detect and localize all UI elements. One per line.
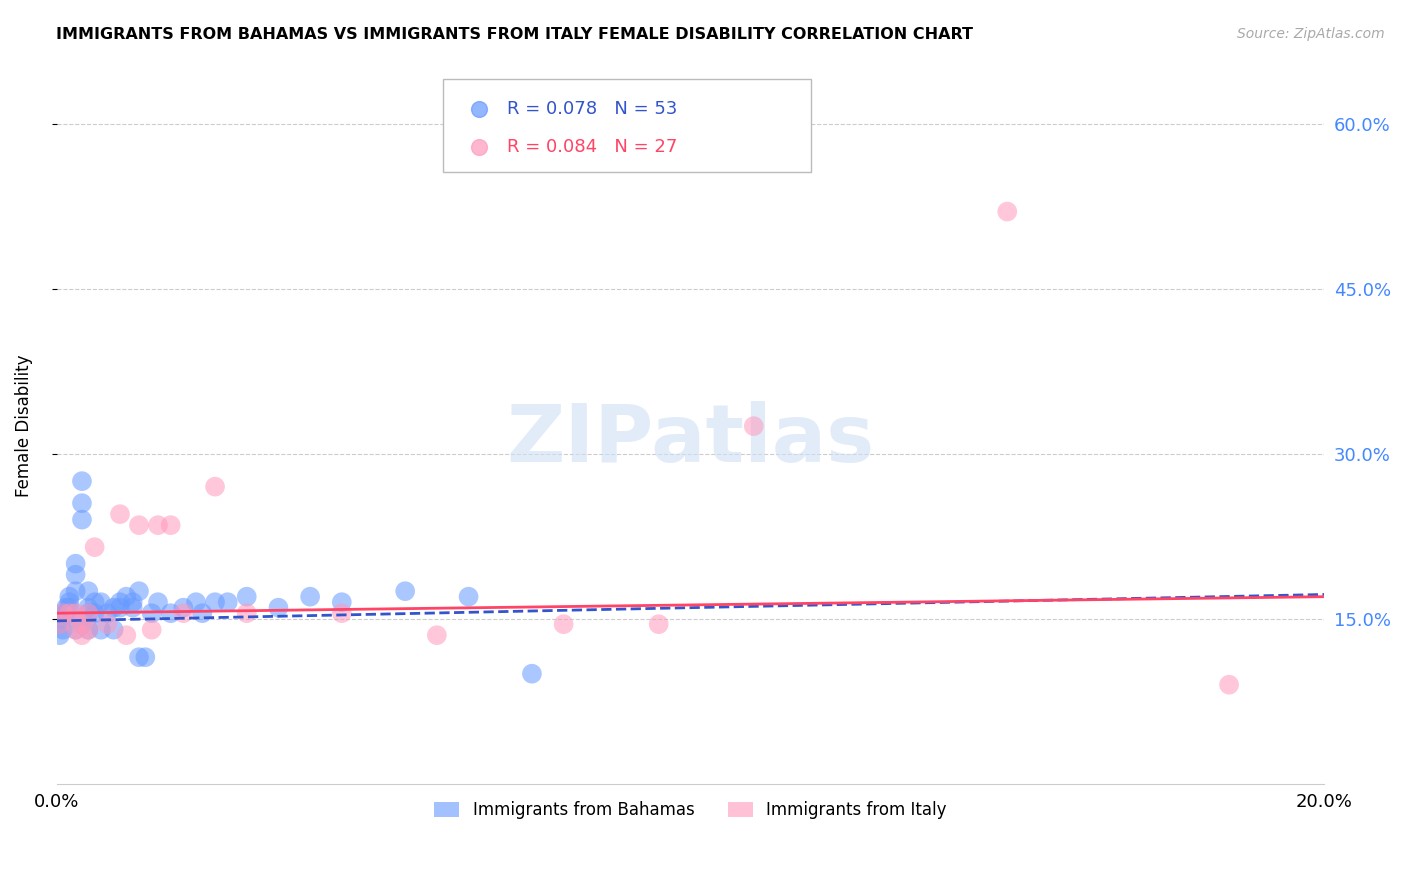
Point (267, 600, 290, 615)
Point (1218, 678, 1240, 692)
FancyBboxPatch shape (443, 79, 811, 172)
Point (146, 518, 169, 533)
Point (65, 584, 87, 599)
Point (103, 600, 125, 615)
Point (77, 623, 100, 637)
Text: ZIPatlas: ZIPatlas (506, 401, 875, 479)
Point (108, 507, 131, 521)
Point (128, 584, 150, 599)
Point (204, 595, 226, 609)
Point (647, 617, 669, 632)
Point (52, 606, 75, 620)
Point (141, 623, 163, 637)
Point (520, 666, 543, 681)
Text: Source: ZipAtlas.com: Source: ZipAtlas.com (1237, 27, 1385, 41)
Point (128, 650, 150, 665)
Point (65, 567, 87, 582)
Point (394, 584, 416, 599)
Point (235, 606, 257, 620)
Point (77, 584, 100, 599)
Point (426, 628, 449, 642)
Point (70, 496, 93, 510)
Point (77, 623, 100, 637)
Point (121, 595, 143, 609)
Point (90, 595, 112, 609)
Point (115, 628, 138, 642)
Point (77, 606, 100, 620)
Point (204, 480, 226, 494)
Text: R = 0.084   N = 27: R = 0.084 N = 27 (506, 138, 676, 156)
Text: IMMIGRANTS FROM BAHAMAS VS IMMIGRANTS FROM ITALY FEMALE DISABILITY CORRELATION C: IMMIGRANTS FROM BAHAMAS VS IMMIGRANTS FR… (56, 27, 973, 42)
Point (172, 600, 194, 615)
Point (65, 623, 87, 637)
Point (128, 518, 150, 533)
Point (108, 595, 131, 609)
Point (330, 595, 353, 609)
Point (58, 595, 80, 609)
Y-axis label: Female Disability: Female Disability (15, 355, 32, 498)
Point (235, 590, 257, 604)
Point (52, 623, 75, 637)
Point (159, 606, 181, 620)
Point (70, 617, 93, 632)
Point (217, 595, 239, 609)
Point (172, 606, 194, 620)
Point (58, 600, 80, 615)
Point (55, 600, 77, 615)
Point (70, 513, 93, 527)
Point (742, 419, 765, 434)
Point (77, 600, 100, 615)
Point (995, 204, 1018, 219)
Point (65, 606, 87, 620)
Point (58, 606, 80, 620)
Point (115, 590, 138, 604)
Point (83, 540, 105, 554)
Point (65, 623, 87, 637)
Point (49, 628, 72, 642)
Point (90, 623, 112, 637)
Point (52, 612, 75, 626)
Point (58, 606, 80, 620)
Point (184, 595, 207, 609)
Text: R = 0.078   N = 53: R = 0.078 N = 53 (506, 100, 676, 118)
Point (70, 628, 93, 642)
Point (70, 474, 93, 488)
Point (121, 600, 143, 615)
Point (96, 606, 118, 620)
Point (65, 557, 87, 571)
Point (55, 606, 77, 620)
Point (457, 590, 479, 604)
Point (141, 606, 163, 620)
Point (58, 590, 80, 604)
Point (83, 595, 105, 609)
Point (553, 617, 575, 632)
Point (77, 606, 100, 620)
Point (96, 617, 118, 632)
Point (49, 617, 72, 632)
Point (49, 617, 72, 632)
Point (83, 606, 105, 620)
Point (146, 595, 169, 609)
Point (52, 606, 75, 620)
Point (70, 617, 93, 632)
Point (191, 606, 214, 620)
Legend: Immigrants from Bahamas, Immigrants from Italy: Immigrants from Bahamas, Immigrants from… (427, 794, 953, 825)
Point (134, 650, 156, 665)
Point (159, 518, 181, 533)
Point (103, 623, 125, 637)
Point (108, 600, 131, 615)
Point (299, 590, 322, 604)
Point (330, 606, 353, 620)
